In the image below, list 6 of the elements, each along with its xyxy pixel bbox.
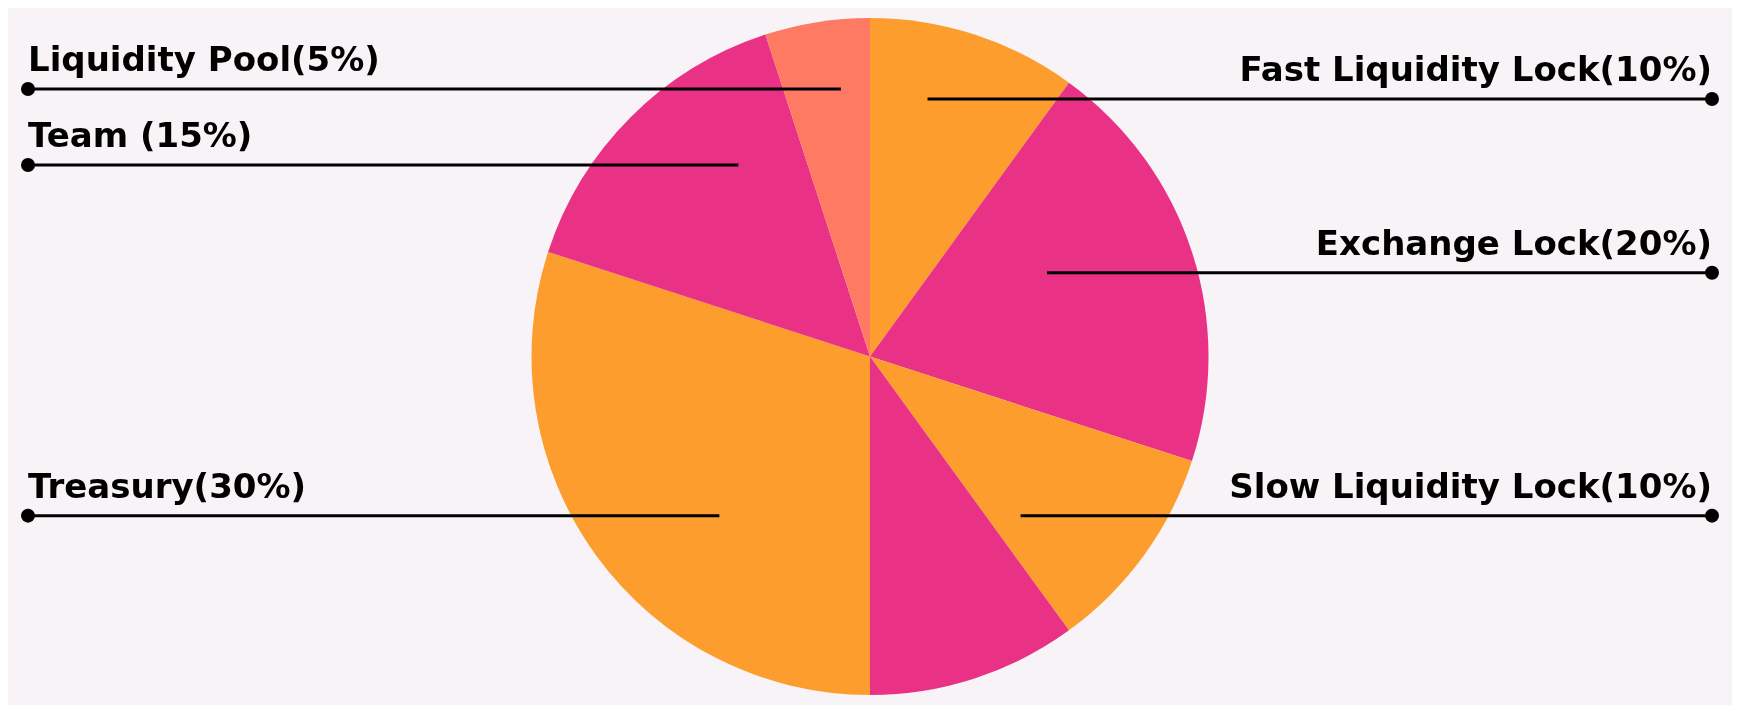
- slice-label: Slow Liquidity Lock(10%): [1229, 465, 1712, 506]
- slice-label: Treasury(30%): [28, 465, 307, 506]
- slice-label: Liquidity Pool(5%): [28, 38, 380, 79]
- slice-label: Fast Liquidity Lock(10%): [1239, 48, 1712, 89]
- slice-label: Team (15%): [28, 114, 253, 155]
- slice-label: Exchange Lock(20%): [1315, 222, 1712, 263]
